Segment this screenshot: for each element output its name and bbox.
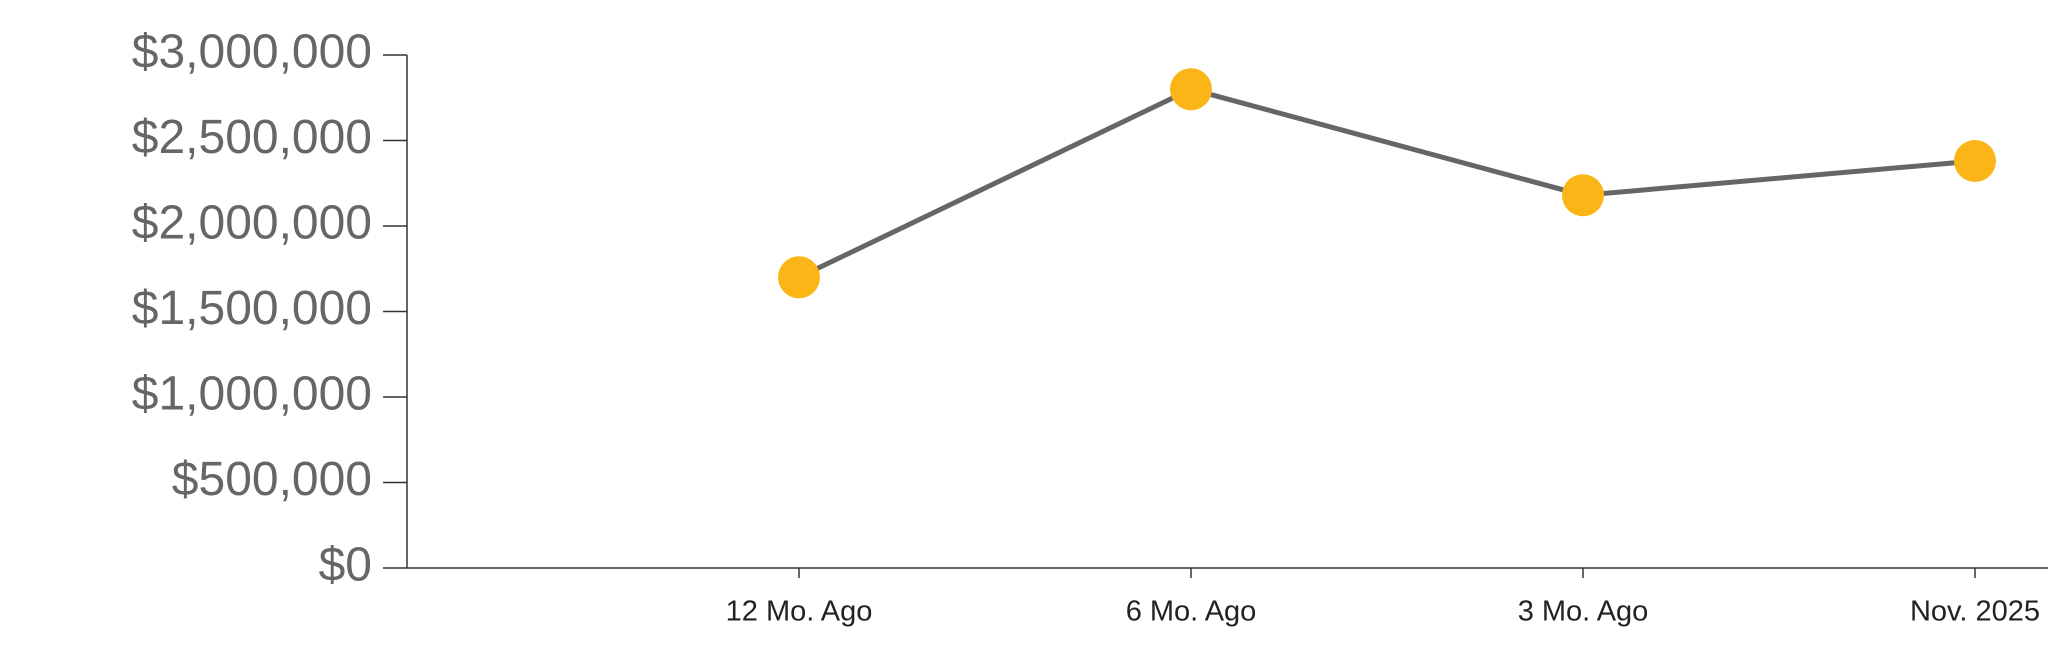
x-tick-label: 3 Mo. Ago: [1518, 596, 1649, 628]
y-tick-label: $1,500,000: [132, 282, 372, 335]
y-tick-label: $2,500,000: [132, 111, 372, 164]
x-tick-label: 6 Mo. Ago: [1126, 596, 1257, 628]
x-tick-label: 12 Mo. Ago: [726, 596, 873, 628]
point: [1954, 140, 1996, 183]
point: [778, 256, 820, 299]
line: [797, 86, 1976, 280]
y-tick-label: $500,000: [172, 453, 372, 506]
x-tick-label: Nov. 2025: [1910, 596, 2040, 628]
point: [1562, 174, 1604, 217]
point: [1170, 68, 1212, 111]
y-tick-label: $1,000,000: [132, 368, 372, 421]
y-tick-label: $2,000,000: [132, 197, 372, 250]
y-tick-label: $3,000,000: [132, 26, 372, 79]
y-tick-label: $0: [319, 539, 372, 592]
